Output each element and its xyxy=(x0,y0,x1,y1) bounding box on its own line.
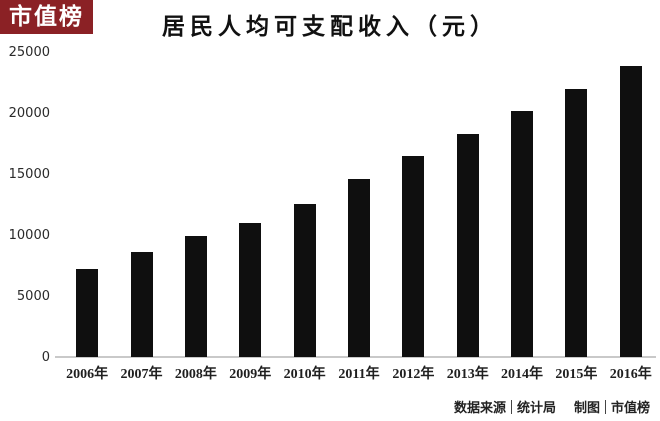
bar-column: 2010年 xyxy=(277,52,331,382)
bar-column: 2015年 xyxy=(549,52,603,382)
bar-column: 2014年 xyxy=(495,52,549,382)
x-tick-label: 2006年 xyxy=(66,367,109,382)
bars-container: 2006年 2007年 2008年 2009年 2010年 2011年 2012年 2013年… xyxy=(60,52,658,382)
bar-column: 2013年 xyxy=(441,52,495,382)
x-tick-label: 2007年 xyxy=(120,367,163,382)
bar-2012年 xyxy=(402,156,425,357)
bar-column: 2008年 xyxy=(169,52,223,382)
bar-2010年 xyxy=(293,204,316,357)
attribution: 数据来源 统计局 制图 市值榜 xyxy=(454,397,650,416)
bar-2007年 xyxy=(130,252,153,357)
x-tick-label: 2015年 xyxy=(555,367,598,382)
x-tick-label: 2010年 xyxy=(283,367,326,382)
x-tick-label: 2013年 xyxy=(446,367,489,382)
bar-2009年 xyxy=(239,223,262,357)
bar-column: 2016年 xyxy=(604,52,658,382)
credit-value: 市值榜 xyxy=(610,400,650,415)
x-tick-label: 2008年 xyxy=(174,367,217,382)
bar-column: 2007年 xyxy=(114,52,168,382)
bar-2006年 xyxy=(76,269,99,357)
x-tick-label: 2012年 xyxy=(392,367,435,382)
bar-2008年 xyxy=(184,236,207,357)
bar-column: 2006年 xyxy=(60,52,114,382)
bar-2011年 xyxy=(347,179,370,357)
x-axis-line xyxy=(55,356,656,358)
y-tick-label: 5000 xyxy=(16,289,50,304)
bar-column: 2009年 xyxy=(223,52,277,382)
brand-logo: 市值榜 xyxy=(0,0,93,34)
credit-label: 制图 xyxy=(573,400,600,415)
source-label: 数据来源 xyxy=(453,400,506,415)
bar-column: 2012年 xyxy=(386,52,440,382)
bar-2014年 xyxy=(511,111,534,357)
bar-2015年 xyxy=(565,89,588,357)
y-tick-label: 0 xyxy=(41,350,50,365)
x-tick-label: 2009年 xyxy=(229,367,272,382)
source-value: 统计局 xyxy=(516,400,556,415)
chart-title: 居民人均可支配收入（元） xyxy=(162,14,498,39)
y-tick-label: 15000 xyxy=(8,167,50,182)
separator xyxy=(604,400,606,414)
bar-column: 2011年 xyxy=(332,52,386,382)
y-axis: 0 5000 10000 15000 20000 25000 xyxy=(0,0,50,421)
y-tick-label: 25000 xyxy=(8,45,50,60)
x-tick-label: 2014年 xyxy=(501,367,544,382)
x-tick-label: 2016年 xyxy=(609,367,652,382)
bar-2016年 xyxy=(619,66,642,357)
bar-2013年 xyxy=(456,134,479,357)
y-tick-label: 20000 xyxy=(8,106,50,121)
y-tick-label: 10000 xyxy=(8,228,50,243)
x-tick-label: 2011年 xyxy=(338,367,380,382)
separator xyxy=(510,400,512,414)
